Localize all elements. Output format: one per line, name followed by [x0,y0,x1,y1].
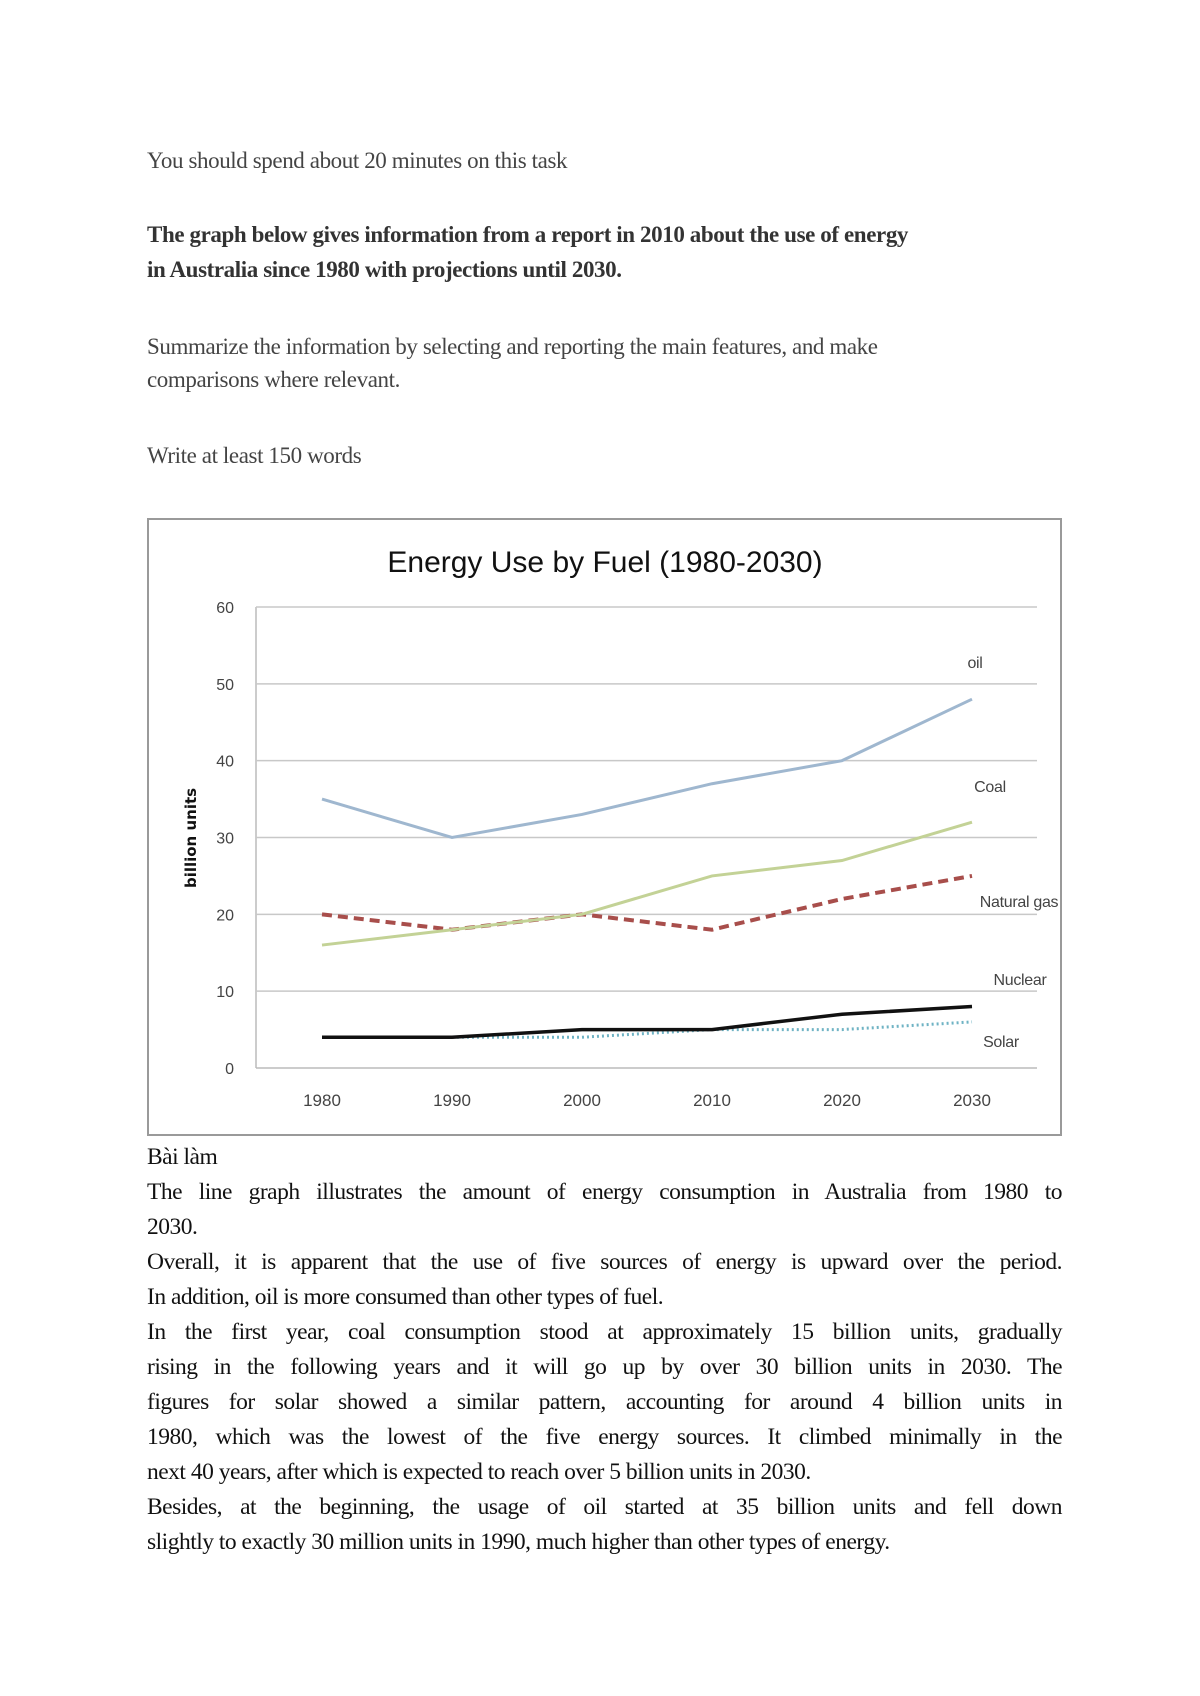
energy-line-chart: Energy Use by Fuel (1980-2030) billion u… [147,518,1062,1136]
essay-line: next 40 years, after which is expected t… [147,1459,811,1485]
x-tick-label: 2020 [823,1091,861,1110]
series-label: Solar [983,1034,1020,1051]
series-line-nuclear [322,1004,973,1040]
series-label: Coal [974,779,1006,796]
y-tick-label: 40 [216,754,234,771]
essay-line: The line graph illustrates the amount of… [147,1179,1063,1205]
word-count-instruction: Write at least 150 words [147,443,362,468]
task-prompt-line-2: in Australia since 1980 with projections… [147,257,622,282]
instruction-time: You should spend about 20 minutes on thi… [147,148,568,173]
series-line-natural-gas [321,873,973,932]
essay-heading: Bài làm [147,1144,218,1170]
essay-line: 1980, which was the lowest of the five e… [147,1424,1063,1450]
x-tick-label: 1990 [433,1091,471,1110]
task-prompt-line-1: The graph below gives information from a… [147,222,909,247]
essay-line: figures for solar showed a similar patte… [147,1389,1063,1415]
y-tick-label: 0 [225,1061,234,1078]
y-tick-label: 50 [216,677,234,694]
essay: Bài làm The line graph illustrates the a… [147,1140,1063,1560]
y-tick-label: 60 [216,600,234,617]
y-tick-label: 10 [216,984,234,1001]
chart-title: Energy Use by Fuel (1980-2030) [387,546,822,579]
y-tick-label: 30 [216,831,234,848]
series-line-oil [321,697,973,840]
series-label: Nuclear [993,972,1047,989]
series-label: Natural gas [980,894,1059,911]
essay-line: slightly to exactly 30 million units in … [147,1529,890,1555]
essay-line: 2030. [147,1214,198,1240]
series-label: oil [967,655,982,672]
y-axis-label: billion units [182,788,200,888]
essay-line: rising in the following years and it wil… [147,1354,1063,1380]
summary-instruction-line-2: comparisons where relevant. [147,367,400,392]
series-line-solar [322,1020,973,1039]
essay-line: Overall, it is apparent that the use of … [147,1249,1063,1275]
essay-line: In addition, oil is more consumed than o… [147,1284,664,1310]
essay-line: In the first year, coal consumption stoo… [147,1319,1063,1345]
x-tick-label: 2000 [563,1091,601,1110]
series-line-coal [321,820,973,947]
summary-instruction-line-1: Summarize the information by selecting a… [147,334,878,359]
y-tick-label: 20 [216,907,234,924]
chart-svg: Energy Use by Fuel (1980-2030) billion u… [182,546,1059,1110]
x-tick-label: 2030 [953,1091,991,1110]
x-tick-label: 1980 [303,1091,341,1110]
essay-line: Besides, at the beginning, the usage of … [147,1494,1063,1520]
x-tick-label: 2010 [693,1091,731,1110]
